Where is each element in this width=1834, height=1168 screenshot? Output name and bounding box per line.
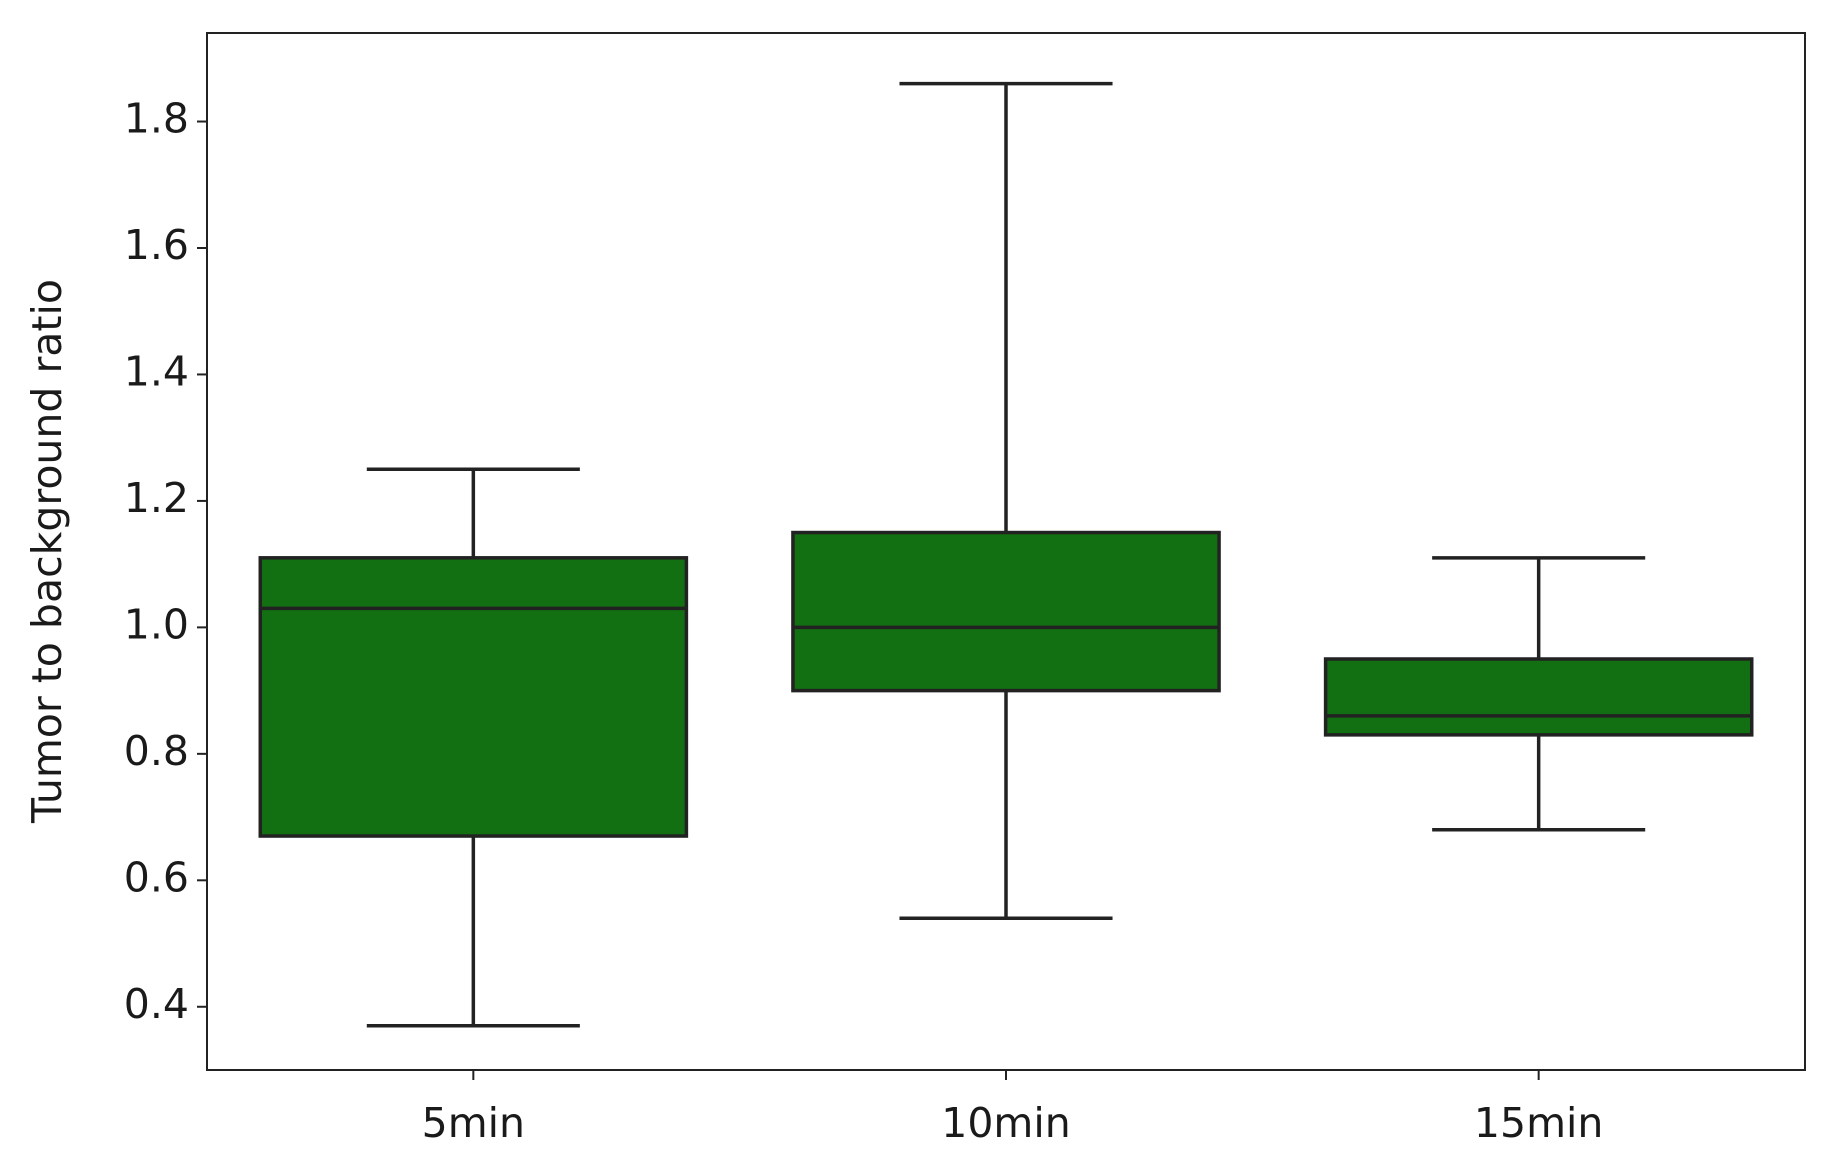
x-tick-label: 15min: [1474, 1099, 1604, 1147]
y-tick-label: 1.0: [124, 600, 189, 648]
y-tick-label: 0.6: [124, 853, 189, 901]
y-tick-label: 0.8: [124, 727, 189, 775]
y-axis-label: Tumor to background ratio: [23, 279, 71, 824]
box: [791, 530, 1221, 693]
y-tick-label: 1.4: [124, 347, 189, 395]
x-tick-label: 10min: [941, 1099, 1071, 1147]
box: [258, 556, 689, 838]
x-tick-label: 5min: [422, 1099, 525, 1147]
box: [1323, 657, 1754, 737]
y-tick-label: 0.4: [124, 980, 189, 1028]
y-tick-label: 1.6: [124, 221, 189, 269]
y-tick-label: 1.2: [124, 474, 189, 522]
plot-frame: [206, 32, 1806, 1071]
y-tick-label: 1.8: [124, 95, 189, 143]
